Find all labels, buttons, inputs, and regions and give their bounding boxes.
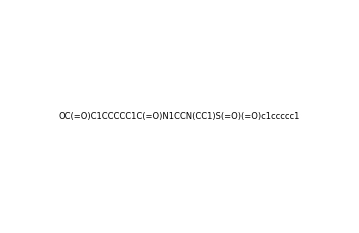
Text: OC(=O)C1CCCCC1C(=O)N1CCN(CC1)S(=O)(=O)c1ccccc1: OC(=O)C1CCCCC1C(=O)N1CCN(CC1)S(=O)(=O)c1… [59,112,300,121]
